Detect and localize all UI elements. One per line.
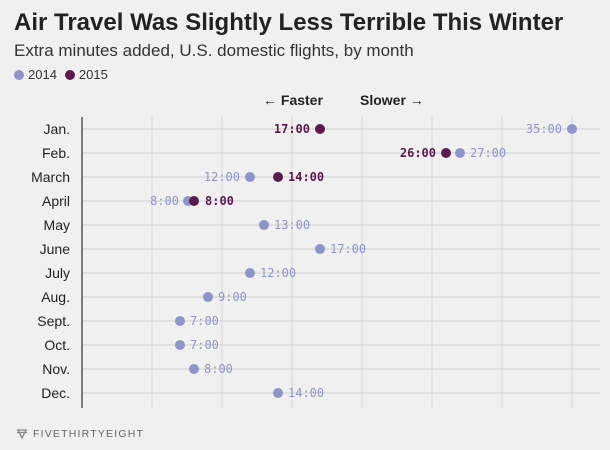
data-label-2014: 12:00 <box>204 170 240 184</box>
legend-label-2015: 2015 <box>78 67 108 82</box>
category-label: Aug. <box>41 289 70 305</box>
legend-item-2015: 2015 <box>64 67 108 82</box>
category-label: June <box>40 241 71 257</box>
point-2015 <box>315 124 325 134</box>
data-label-2014: 7:00 <box>190 314 219 328</box>
direction-label-faster: ← Faster <box>263 92 323 108</box>
data-label-2015: 26:00 <box>400 146 436 160</box>
data-label-2014: 12:00 <box>260 266 296 280</box>
legend-label-2014: 2014 <box>28 67 57 82</box>
data-label-2014: 7:00 <box>190 338 219 352</box>
direction-label-slower: Slower → <box>360 92 424 108</box>
point-2014 <box>189 364 199 374</box>
category-label: Sept. <box>37 313 70 329</box>
data-label-2015: 8:00 <box>205 194 234 208</box>
data-label-2014: 13:00 <box>274 218 310 232</box>
point-2014 <box>259 220 269 230</box>
point-2014 <box>567 124 577 134</box>
point-2014 <box>455 148 465 158</box>
data-label-2014: 9:00 <box>218 290 247 304</box>
category-label: March <box>31 169 70 185</box>
point-2014 <box>245 268 255 278</box>
data-label-2015: 17:00 <box>274 122 310 136</box>
point-2014 <box>273 388 283 398</box>
data-label-2015: 14:00 <box>288 170 324 184</box>
category-label: Jan. <box>44 121 70 137</box>
legend-swatch-2015 <box>64 69 75 80</box>
category-label: Nov. <box>42 361 70 377</box>
data-label-2014: 8:00 <box>150 194 179 208</box>
point-2015 <box>189 196 199 206</box>
data-label-2014: 35:00 <box>526 122 562 136</box>
data-label-2014: 14:00 <box>288 386 324 400</box>
category-label: April <box>42 193 70 209</box>
category-label: May <box>44 217 70 233</box>
legend: 2014 2015 <box>14 67 108 82</box>
point-2014 <box>175 316 185 326</box>
category-label: Dec. <box>41 385 70 401</box>
category-label: Feb. <box>42 145 70 161</box>
category-label: Oct. <box>44 337 70 353</box>
legend-swatch-2014 <box>14 69 24 80</box>
point-2014 <box>245 172 255 182</box>
point-2014 <box>175 340 185 350</box>
legend-item-2014: 2014 <box>14 67 57 82</box>
chart-title: Air Travel Was Slightly Less Terrible Th… <box>14 9 564 36</box>
chart-subtitle: Extra minutes added, U.S. domestic fligh… <box>14 41 414 60</box>
point-2015 <box>441 148 451 158</box>
point-2014 <box>203 292 213 302</box>
data-label-2014: 17:00 <box>330 242 366 256</box>
fivethirtyeight-logo-icon <box>17 429 27 440</box>
point-2015 <box>273 172 283 182</box>
footer: FIVETHIRTYEIGHT <box>16 428 144 440</box>
footer-brand: FIVETHIRTYEIGHT <box>33 428 145 440</box>
point-2014 <box>315 244 325 254</box>
data-label-2014: 27:00 <box>470 146 506 160</box>
data-label-2014: 8:00 <box>204 362 233 376</box>
category-label: July <box>45 265 70 281</box>
